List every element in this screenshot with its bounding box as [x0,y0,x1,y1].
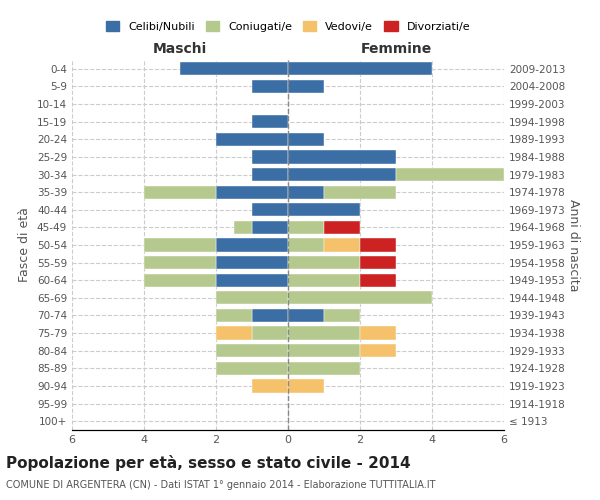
Bar [216,362,288,375]
Bar [252,309,288,322]
Bar [360,238,396,252]
Bar [288,186,324,198]
Bar [288,362,360,375]
Bar [216,256,288,269]
Bar [288,168,396,181]
Bar [234,221,252,234]
Bar [288,274,360,287]
Bar [288,221,324,234]
Bar [360,274,396,287]
Bar [144,256,216,269]
Bar [144,186,216,198]
Bar [216,238,288,252]
Bar [252,168,288,181]
Bar [216,326,252,340]
Bar [324,221,360,234]
Bar [252,203,288,216]
Text: Popolazione per età, sesso e stato civile - 2014: Popolazione per età, sesso e stato civil… [6,455,410,471]
Bar [216,344,288,358]
Bar [288,80,324,93]
Bar [288,238,324,252]
Bar [252,80,288,93]
Text: COMUNE DI ARGENTERA (CN) - Dati ISTAT 1° gennaio 2014 - Elaborazione TUTTITALIA.: COMUNE DI ARGENTERA (CN) - Dati ISTAT 1°… [6,480,436,490]
Bar [288,203,360,216]
Bar [216,132,288,146]
Bar [288,150,396,164]
Bar [288,256,360,269]
Bar [144,238,216,252]
Bar [360,344,396,358]
Bar [216,186,288,198]
Bar [288,291,432,304]
Bar [288,132,324,146]
Y-axis label: Fasce di età: Fasce di età [19,208,31,282]
Bar [324,238,360,252]
Legend: Celibi/Nubili, Coniugati/e, Vedovi/e, Divorziati/e: Celibi/Nubili, Coniugati/e, Vedovi/e, Di… [103,18,473,35]
Text: Femmine: Femmine [361,42,431,56]
Bar [252,150,288,164]
Bar [360,256,396,269]
Bar [144,274,216,287]
Bar [252,326,288,340]
Bar [252,115,288,128]
Bar [288,326,360,340]
Bar [252,221,288,234]
Bar [324,186,396,198]
Bar [288,380,324,392]
Bar [288,62,432,76]
Bar [288,309,324,322]
Bar [216,291,288,304]
Bar [288,344,360,358]
Bar [360,326,396,340]
Bar [324,309,360,322]
Bar [216,309,252,322]
Bar [216,274,288,287]
Bar [180,62,288,76]
Text: Maschi: Maschi [153,42,207,56]
Bar [396,168,504,181]
Y-axis label: Anni di nascita: Anni di nascita [566,198,580,291]
Bar [252,380,288,392]
